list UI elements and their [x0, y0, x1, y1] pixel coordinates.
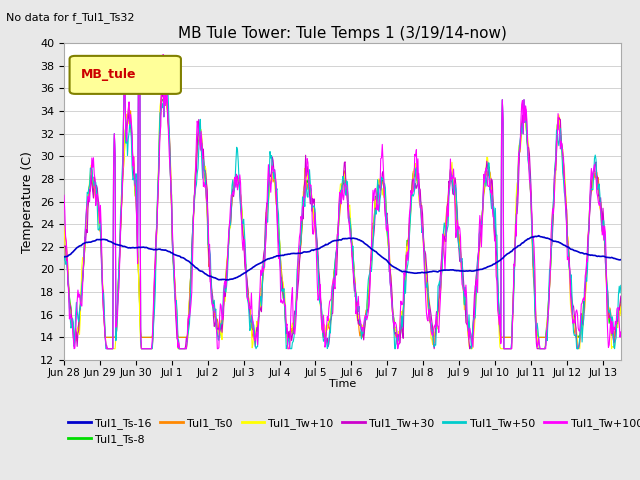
Text: No data for f_Tul1_Ts32: No data for f_Tul1_Ts32 — [6, 12, 135, 23]
Legend: Tul1_Ts-16, Tul1_Ts-8, Tul1_Ts0, Tul1_Tw+10, Tul1_Tw+30, Tul1_Tw+50, Tul1_Tw+100: Tul1_Ts-16, Tul1_Ts-8, Tul1_Ts0, Tul1_Tw… — [64, 413, 640, 449]
Title: MB Tule Tower: Tule Temps 1 (3/19/14-now): MB Tule Tower: Tule Temps 1 (3/19/14-now… — [178, 25, 507, 41]
FancyBboxPatch shape — [70, 56, 181, 94]
X-axis label: Time: Time — [329, 379, 356, 389]
Y-axis label: Temperature (C): Temperature (C) — [22, 151, 35, 252]
Text: MB_tule: MB_tule — [81, 68, 136, 82]
